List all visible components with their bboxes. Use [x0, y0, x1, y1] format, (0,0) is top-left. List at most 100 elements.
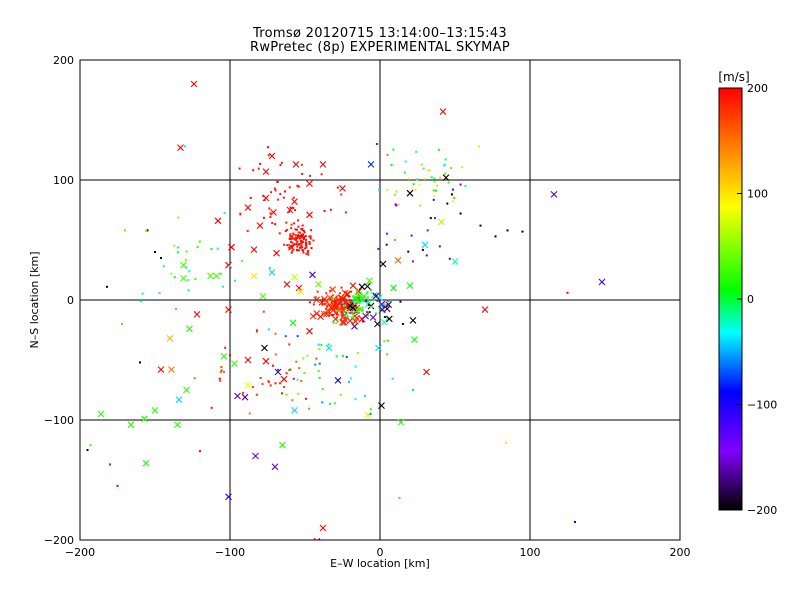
scatter-point-small — [336, 186, 339, 189]
scatter-point-small — [219, 272, 222, 275]
scatter-point-small — [367, 299, 370, 302]
scatter-point-small — [338, 310, 341, 313]
scatter-point-small — [255, 393, 258, 396]
scatter-point-small — [364, 283, 371, 290]
scatter-point-small — [308, 243, 311, 246]
scatter-point-small — [369, 408, 372, 411]
scatter-point-small — [338, 292, 341, 295]
scatter-point-small — [341, 296, 344, 299]
scatter-point-x — [279, 441, 286, 449]
scatter-point-small — [177, 246, 180, 249]
scatter-point-small — [307, 253, 310, 256]
scatter-point-small — [448, 257, 451, 260]
scatter-point-small — [302, 229, 305, 232]
scatter-point-x — [351, 323, 358, 330]
scatter-point-x — [166, 335, 174, 342]
scatter-point-small — [345, 294, 348, 297]
scatter-point-small — [176, 251, 179, 254]
scatter-point-small — [277, 368, 280, 371]
scatter-point-small — [292, 377, 295, 380]
scatter-point-small — [274, 223, 277, 226]
scatter-point-small — [506, 229, 509, 232]
scatter-point-small — [344, 304, 347, 307]
scatter-point-small — [298, 237, 301, 240]
scatter-point-small — [340, 303, 343, 306]
scatter-point-small — [290, 240, 293, 243]
scatter-point-x — [97, 410, 105, 418]
scatter-point-small — [289, 235, 292, 238]
scatter-point-x — [306, 211, 313, 219]
scatter-point-small — [326, 305, 329, 308]
scatter-point-small — [267, 328, 270, 331]
scatter-point-small — [292, 206, 295, 209]
scatter-point-x — [280, 375, 288, 383]
scatter-point-small — [358, 301, 361, 304]
scatter-point-small — [269, 216, 272, 219]
scatter-point-x — [220, 353, 228, 360]
colorbar-tick-label: 0 — [747, 293, 754, 306]
scatter-point-small — [345, 356, 348, 359]
scatter-point-small — [377, 247, 380, 250]
scatter-point-small — [291, 237, 294, 240]
scatter-point-x — [367, 161, 375, 168]
scatter-point-x — [252, 452, 259, 460]
scatter-point-small — [298, 243, 301, 246]
scatter-point-small — [299, 246, 302, 249]
scatter-point-x — [409, 317, 417, 324]
scatter-point-x — [244, 204, 252, 211]
scatter-point-small — [294, 238, 297, 241]
scatter-point-small — [241, 259, 244, 262]
scatter-point-small — [288, 343, 291, 346]
scatter-point-small — [422, 167, 425, 170]
scatter-point-x — [241, 393, 249, 401]
scatter-point-small — [279, 163, 282, 166]
scatter-point-small — [385, 232, 388, 235]
scatter-point-x — [177, 144, 184, 151]
scatter-point-x — [364, 411, 372, 419]
scatter-point-small — [398, 497, 401, 499]
scatter-point-small — [329, 208, 332, 211]
scatter-point-small — [366, 314, 369, 317]
scatter-point-small — [307, 249, 310, 252]
scatter-point-small — [349, 304, 357, 312]
scatter-point-small — [451, 193, 453, 196]
scatter-point-x — [190, 80, 198, 88]
scatter-point-small — [410, 234, 413, 237]
scatter-point-small — [429, 217, 432, 220]
scatter-point-small — [274, 382, 277, 385]
scatter-point-small — [320, 343, 323, 346]
scatter-point-small — [305, 397, 308, 400]
scatter-point-small — [326, 301, 329, 304]
x-tick-label: 100 — [520, 546, 541, 559]
scatter-point-small — [385, 243, 388, 246]
scatter-point-small — [291, 235, 294, 238]
scatter-point-x — [438, 218, 445, 226]
scatter-point-x — [339, 185, 346, 192]
scatter-point-small — [358, 295, 366, 303]
scatter-point-small — [314, 363, 317, 366]
scatter-point-small — [229, 264, 232, 267]
scatter-point-small — [356, 300, 359, 303]
scatter-point-small — [267, 154, 270, 157]
scatter-point-small — [461, 165, 464, 168]
scatter-point-x — [157, 366, 165, 373]
scatter-point-small — [316, 290, 319, 293]
scatter-point-small — [425, 254, 428, 257]
scatter-point-small — [302, 251, 305, 254]
scatter-point-small — [327, 343, 330, 346]
scatter-point-small — [301, 246, 304, 249]
scatter-point-small — [339, 308, 342, 311]
scatter-point-small — [224, 346, 227, 349]
scatter-point-small — [332, 321, 335, 324]
scatter-point-small — [312, 239, 315, 242]
scatter-point-small — [301, 224, 304, 227]
scatter-point-small — [305, 242, 308, 245]
scatter-point-small — [141, 292, 144, 295]
scatter-point-small — [283, 243, 286, 246]
scatter-point-small — [294, 228, 297, 231]
scatter-point-small — [403, 171, 406, 174]
scatter-point-small — [270, 191, 273, 194]
scatter-point-small — [296, 240, 299, 243]
scatter-point-x — [439, 108, 447, 115]
scatter-point-small — [199, 450, 201, 453]
